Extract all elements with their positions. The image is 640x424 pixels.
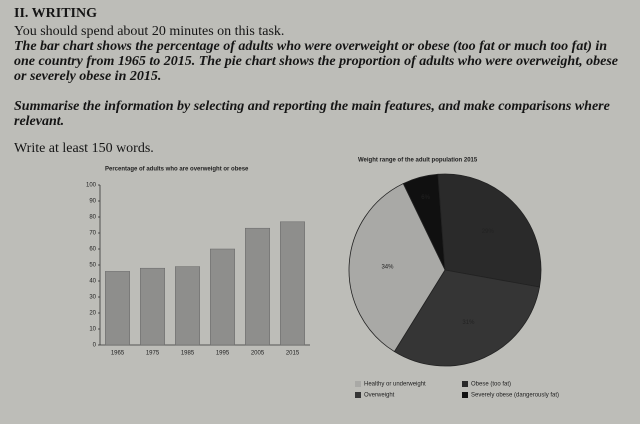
bar	[175, 266, 200, 346]
x-tick-label: 1965	[111, 351, 125, 357]
chart-title: Percentage of adults who are overweight …	[105, 167, 249, 173]
bar	[280, 221, 305, 346]
x-tick-label: 1995	[216, 351, 230, 357]
y-tick-label: 10	[89, 327, 96, 333]
y-tick-label: 30	[89, 295, 96, 301]
legend-swatch	[355, 381, 361, 387]
pie-slice	[437, 173, 542, 288]
slice-label: 29%	[482, 229, 495, 235]
pie-slice	[348, 183, 446, 353]
legend-swatch	[462, 381, 468, 387]
x-tick-label: 1975	[146, 351, 160, 357]
bar	[210, 248, 235, 346]
y-tick-label: 80	[89, 215, 96, 221]
section-title: II. WRITING	[14, 6, 97, 21]
time-note: You should spend about 20 minutes on thi…	[14, 24, 285, 39]
slice-label: 6%	[421, 195, 430, 201]
chart-title: Weight range of the adult population 201…	[358, 158, 478, 164]
slice-label: 31%	[462, 320, 475, 326]
summary-text: Summarise the information by selecting a…	[14, 99, 610, 129]
legend-label: Obese (too fat)	[471, 382, 511, 388]
y-tick-label: 90	[89, 199, 96, 205]
y-tick-label: 100	[86, 183, 97, 189]
bar	[140, 267, 165, 346]
legend-swatch	[462, 392, 468, 398]
y-tick-label: 50	[89, 263, 96, 269]
task-text: The bar chart shows the percentage of ad…	[14, 39, 618, 84]
bar	[105, 271, 130, 346]
legend-label: Overweight	[364, 393, 395, 399]
x-tick-label: 2015	[286, 351, 300, 357]
y-tick-label: 20	[89, 311, 96, 317]
y-tick-label: 40	[89, 279, 96, 285]
y-tick-label: 70	[89, 231, 96, 237]
pie-slice	[393, 269, 540, 367]
legend-swatch	[355, 392, 361, 398]
y-tick-label: 60	[89, 247, 96, 253]
x-tick-label: 2005	[251, 351, 265, 357]
bar	[245, 227, 270, 346]
slice-label: 34%	[381, 265, 394, 271]
y-tick-label: 0	[93, 343, 97, 349]
legend-label: Healthy or underweight	[364, 382, 426, 388]
legend-label: Severely obese (dangerously fat)	[471, 393, 559, 399]
length-note: Write at least 150 words.	[14, 141, 154, 156]
x-tick-label: 1985	[181, 351, 195, 357]
